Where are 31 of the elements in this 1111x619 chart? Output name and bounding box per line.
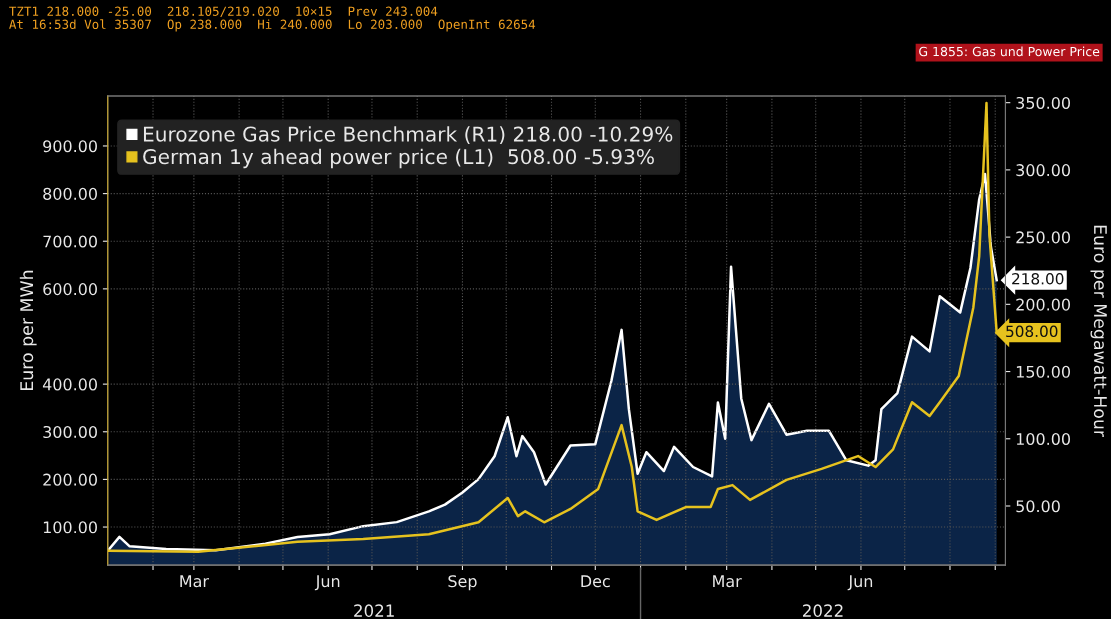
y-tick-label: 800.00 [43,187,97,200]
x-tick-label: Jun [314,575,340,591]
legend-label: German 1y ahead power price (L1) 508.00 -5.93% [143,148,654,169]
y2-tick-label: 150.00 [1016,365,1070,378]
text: 2022 [803,604,843,617]
y-tick-label: 300.00 [43,425,97,439]
y-tick-label: 600.00 [43,283,97,296]
y2-tick-label: 250.00 [1016,231,1070,244]
y-tick-label: 200.00 [43,473,97,486]
y-tick-label: 100.00 [43,521,97,534]
y-tick-label: 900.00 [43,140,97,153]
y-tick-label: 400.00 [42,378,97,391]
x-tick-label: Mar [180,575,209,588]
x-tick-label: Jun [847,575,873,591]
data-label: 508.00 [1006,325,1058,338]
legend-label: Eurozone Gas Price Benchmark (R1) 218.00 -10.29% [143,126,673,145]
y2-tick-label: 50.00 [1016,500,1060,513]
y2-tick-label: 100.00 [1016,432,1070,446]
y2-tick-label: 200.00 [1016,298,1070,311]
y-axis-title: Euro per MWh [19,270,37,391]
text: 2021 [354,604,394,617]
y2-axis-title: Euro per Megawatt-Hour [1090,225,1107,438]
data-label: 218.00 [1012,273,1064,285]
y2-tick-label: 300.00 [1016,164,1070,177]
x-tick-label: Dec [581,575,610,588]
chart-subtitle: TZT1 218.000 -25.00 218.105/219.020 10×15 Prev 243.004 At 16:53d Vol 35307 Op 238.000 Hi 240.000 Lo 203.000 OpenInt 62654 [9,6,536,32]
y2-tick-label: 350.00 [1016,96,1070,109]
chart-title: G 1855: Gas und Power Price [919,46,1100,57]
x-tick-label: Mar [713,575,742,588]
x-tick-label: Sep [448,575,477,591]
y-tick-label: 700.00 [43,235,97,248]
